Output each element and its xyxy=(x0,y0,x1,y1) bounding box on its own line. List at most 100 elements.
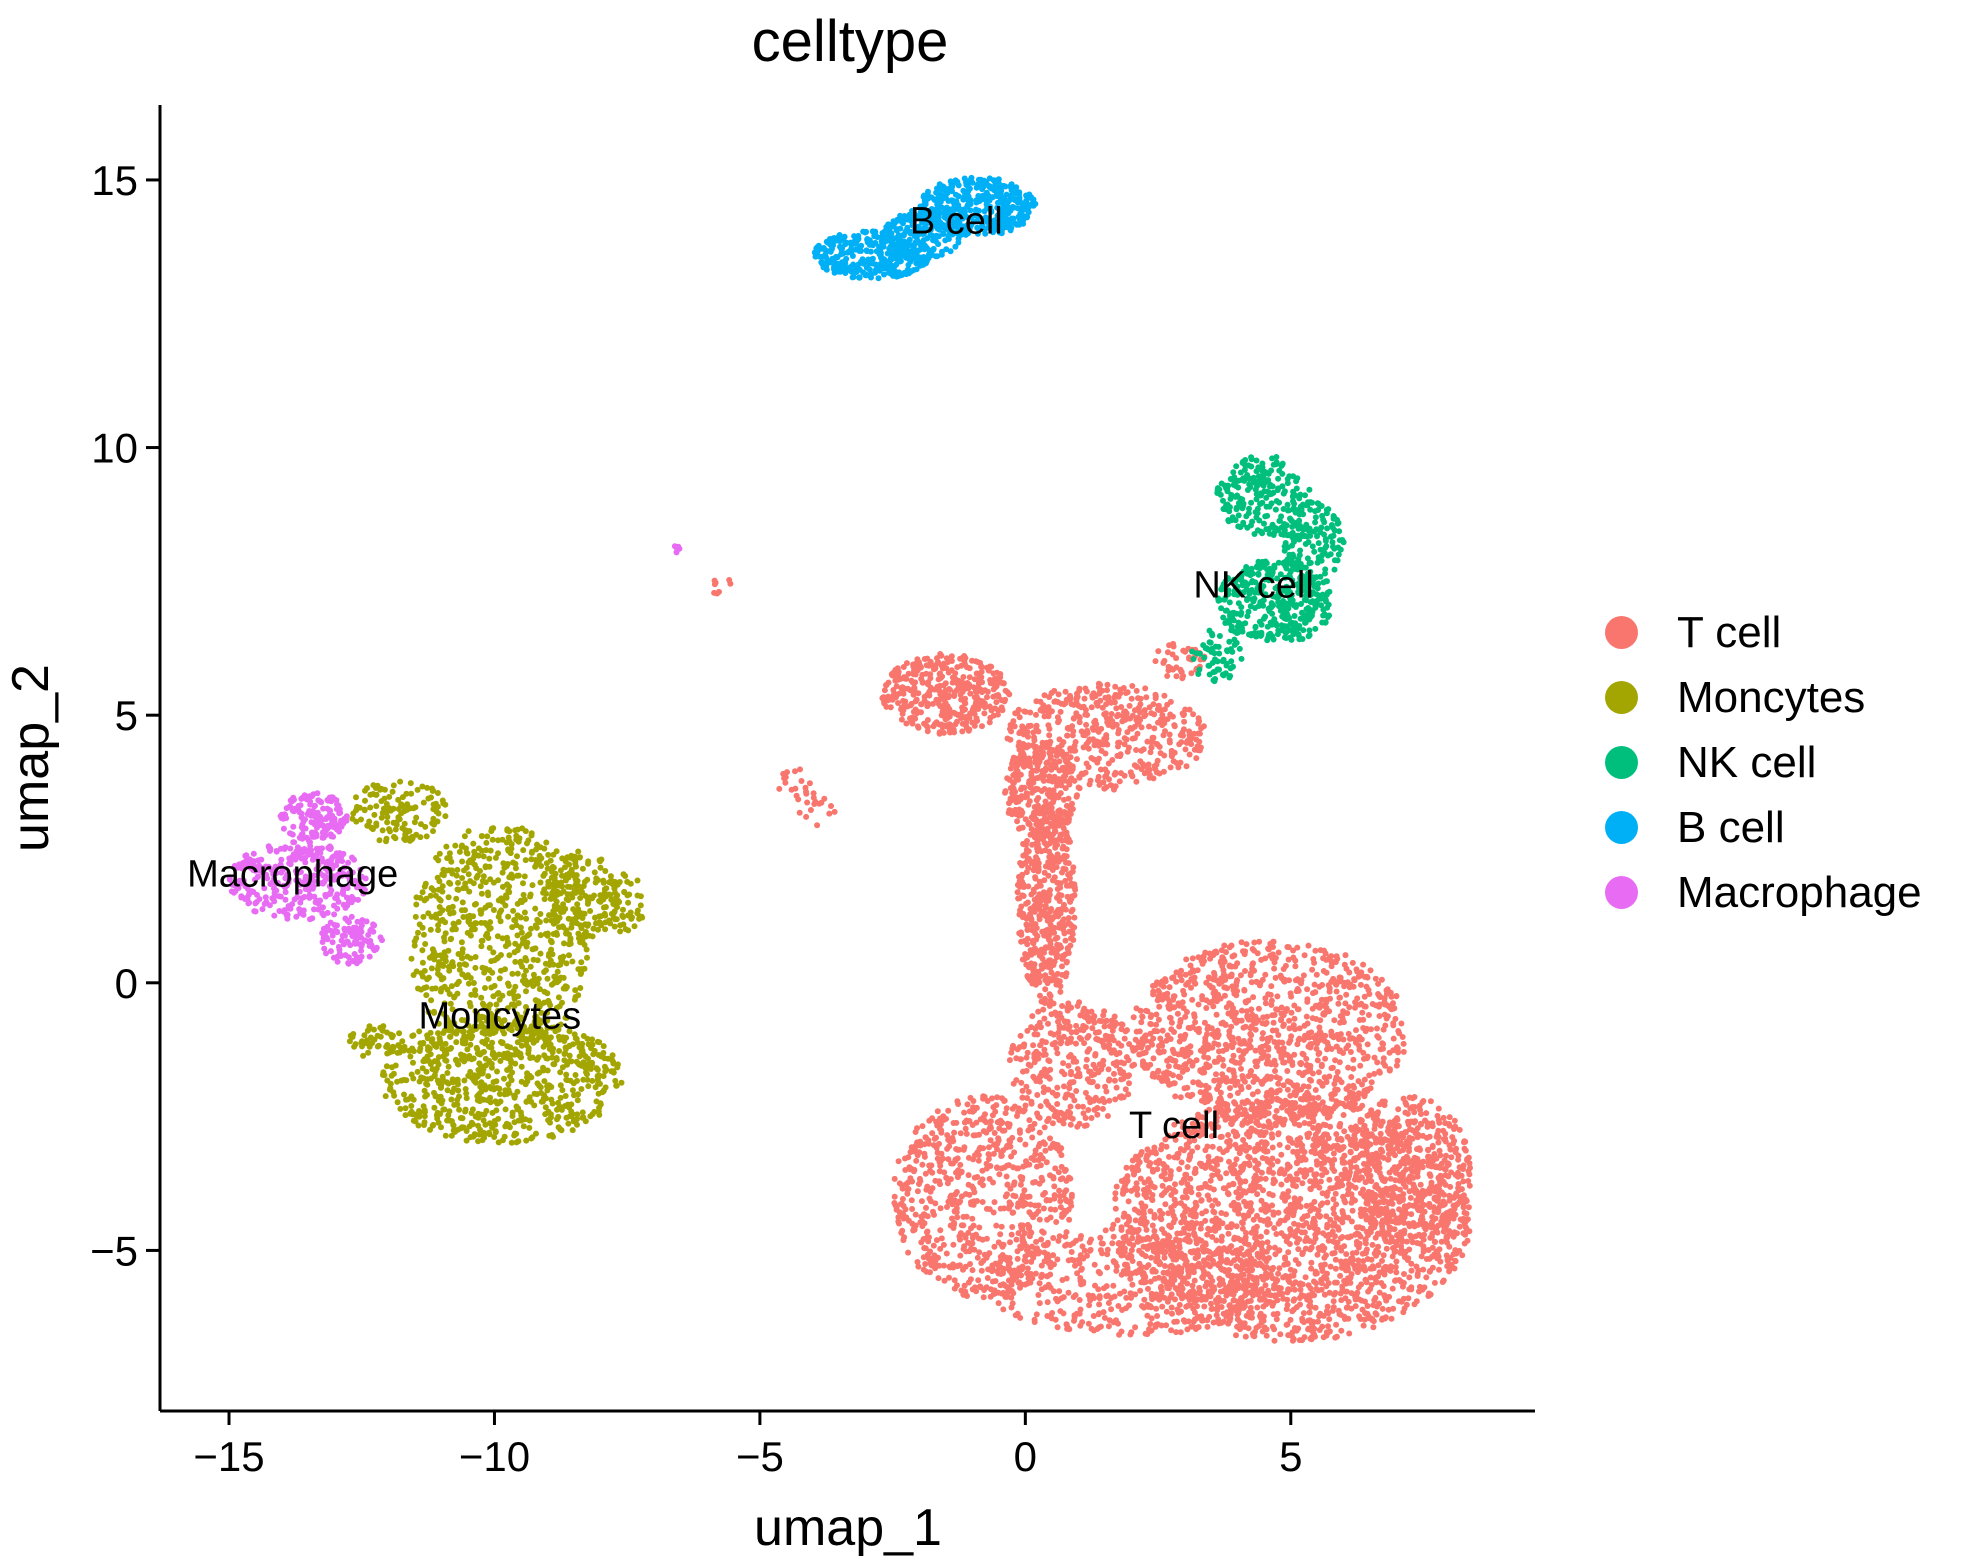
data-point xyxy=(1192,1199,1199,1206)
data-point xyxy=(1041,1015,1048,1022)
data-point xyxy=(995,1300,1002,1307)
data-point xyxy=(1290,1117,1297,1124)
data-point xyxy=(1370,1324,1377,1331)
data-point xyxy=(1253,1063,1260,1070)
data-point xyxy=(1156,1003,1163,1010)
data-point xyxy=(1013,1165,1020,1172)
data-point xyxy=(1091,1295,1098,1301)
data-point xyxy=(936,1140,942,1147)
data-point xyxy=(1044,1216,1051,1223)
data-point xyxy=(895,1214,902,1221)
data-point xyxy=(1232,1082,1239,1088)
data-point xyxy=(1316,1037,1323,1044)
data-point xyxy=(1096,1301,1103,1308)
data-point xyxy=(1281,978,1288,985)
data-point xyxy=(1081,1122,1088,1129)
data-point xyxy=(1173,1329,1180,1336)
data-point xyxy=(1152,1275,1158,1282)
data-point xyxy=(1057,1308,1064,1315)
data-point xyxy=(1203,997,1210,1004)
data-point xyxy=(1201,1303,1208,1310)
data-point xyxy=(1307,1335,1314,1342)
data-point xyxy=(1303,1220,1310,1227)
data-point xyxy=(970,1185,977,1192)
data-point xyxy=(1408,1235,1415,1242)
data-point xyxy=(1139,1303,1145,1309)
data-point xyxy=(1006,1137,1013,1144)
data-point xyxy=(1267,1271,1274,1278)
data-point xyxy=(1283,1177,1290,1183)
data-point xyxy=(1460,1204,1467,1211)
data-point xyxy=(1373,1110,1379,1117)
data-point xyxy=(1246,1133,1253,1140)
data-point xyxy=(1285,1188,1292,1195)
data-point xyxy=(903,1214,910,1221)
data-point xyxy=(1318,1280,1325,1287)
data-point xyxy=(1239,1323,1246,1330)
data-point xyxy=(1424,1120,1431,1127)
data-point xyxy=(1160,1238,1166,1245)
data-point xyxy=(1081,1247,1088,1254)
data-point xyxy=(1318,1063,1325,1070)
data-point xyxy=(1311,1034,1318,1041)
data-point xyxy=(1166,1285,1172,1292)
data-point xyxy=(1390,1245,1396,1251)
data-point xyxy=(1303,1013,1310,1020)
data-point xyxy=(1345,1315,1352,1322)
data-point xyxy=(1260,1187,1266,1194)
data-point xyxy=(1116,1331,1123,1338)
data-point xyxy=(1427,1173,1434,1179)
data-point xyxy=(1119,1307,1126,1313)
data-point xyxy=(975,1152,982,1159)
data-point xyxy=(1308,1095,1315,1102)
data-point xyxy=(1444,1234,1451,1241)
data-point xyxy=(1257,1233,1264,1240)
data-point xyxy=(1392,1194,1399,1201)
data-point xyxy=(1056,1187,1063,1194)
data-point xyxy=(1307,1066,1314,1072)
data-point xyxy=(1208,1164,1215,1171)
data-point xyxy=(1235,1202,1242,1208)
data-point xyxy=(1323,1191,1330,1198)
data-point xyxy=(1296,1069,1303,1076)
data-point xyxy=(1118,1227,1125,1233)
data-point xyxy=(1044,1273,1051,1280)
data-point xyxy=(1070,1294,1077,1300)
data-point xyxy=(933,1134,939,1141)
data-point xyxy=(1302,1274,1309,1281)
data-point xyxy=(1408,1267,1415,1274)
data-point xyxy=(1440,1277,1447,1284)
data-point xyxy=(1452,1193,1459,1200)
data-point xyxy=(1367,1225,1374,1232)
data-point xyxy=(1254,1167,1261,1174)
data-point xyxy=(1341,1197,1348,1204)
data-point xyxy=(1257,1260,1263,1267)
data-point xyxy=(1329,1185,1336,1192)
data-point xyxy=(965,1172,972,1179)
data-point xyxy=(1338,1079,1345,1086)
data-point xyxy=(1323,1213,1330,1220)
data-point xyxy=(976,1224,983,1231)
data-point xyxy=(1245,1073,1252,1080)
data-point xyxy=(1003,1173,1010,1180)
data-point xyxy=(1189,1062,1196,1069)
data-point xyxy=(1379,1217,1386,1224)
data-point xyxy=(1456,1223,1463,1230)
data-point xyxy=(1229,1057,1236,1064)
data-point xyxy=(1320,1121,1327,1128)
data-point xyxy=(1460,1230,1467,1237)
data-point xyxy=(1426,1268,1433,1275)
data-point xyxy=(940,1262,947,1269)
data-point xyxy=(1213,1071,1219,1078)
data-point xyxy=(1342,1295,1349,1302)
data-point xyxy=(1262,1282,1269,1289)
data-point xyxy=(1233,1156,1240,1163)
data-point xyxy=(1329,1161,1336,1168)
data-point xyxy=(1459,1252,1466,1259)
data-point xyxy=(1274,1277,1281,1284)
data-point xyxy=(907,1166,913,1173)
data-point xyxy=(1291,1015,1298,1022)
data-point xyxy=(1399,1134,1406,1141)
data-point xyxy=(1033,1238,1040,1245)
data-point xyxy=(1380,1041,1387,1048)
